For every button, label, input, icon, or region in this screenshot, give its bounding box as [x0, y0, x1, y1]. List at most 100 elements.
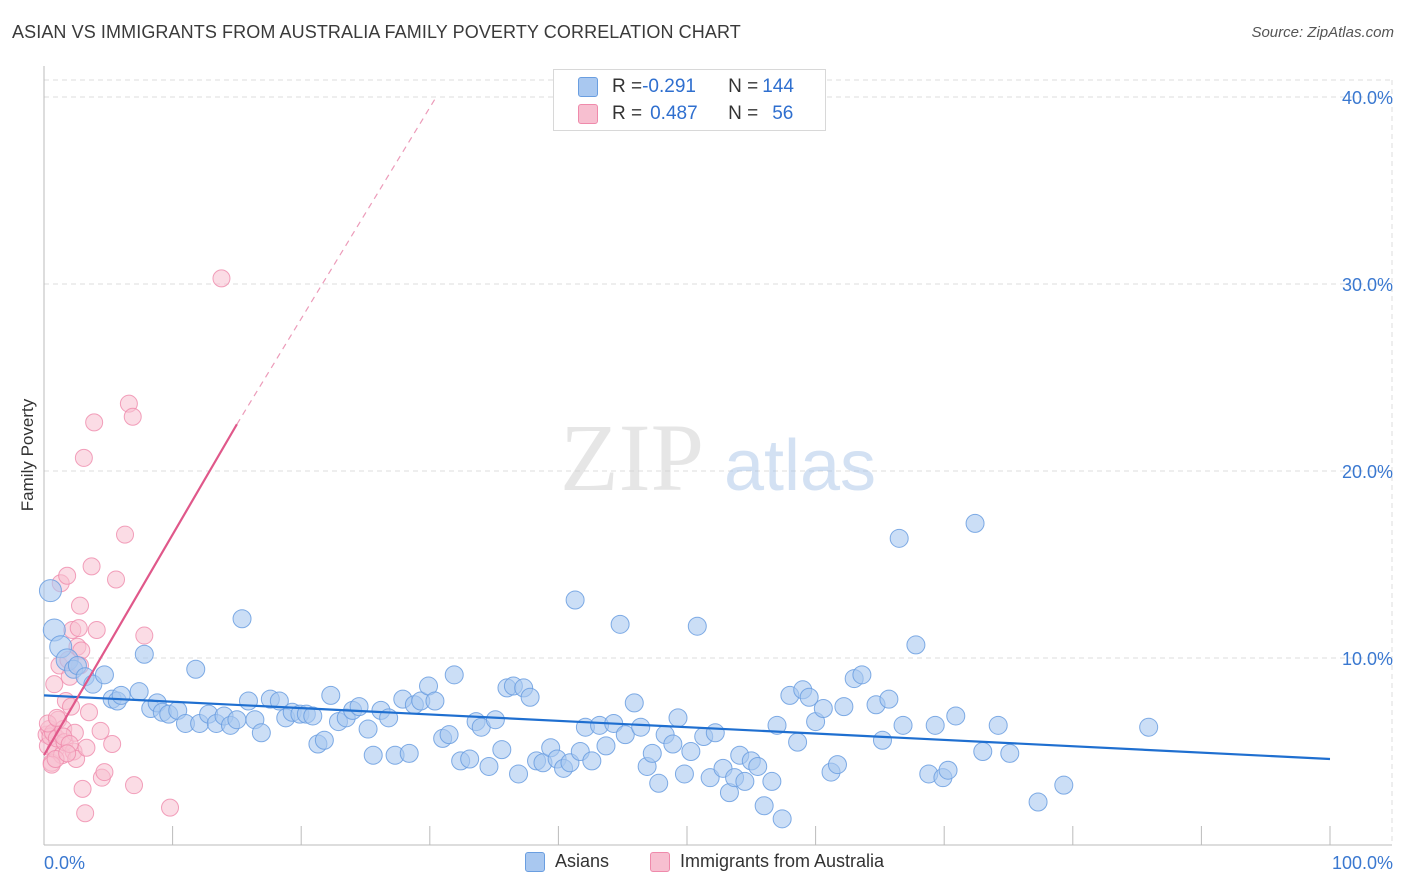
asian-point — [649, 773, 669, 793]
bottom-legend-australia: Immigrants from Australia — [650, 851, 884, 872]
asian-point — [460, 749, 480, 769]
asian-point — [582, 751, 602, 771]
watermark-atlas: atlas — [724, 426, 876, 506]
asian-point — [754, 796, 774, 816]
legend-n-label: N = — [728, 76, 759, 97]
asian-point — [492, 740, 512, 760]
australia-point — [69, 619, 88, 638]
australia-point — [161, 798, 180, 817]
asian-point — [615, 725, 635, 745]
australia-point — [212, 269, 231, 288]
australia-point — [95, 763, 114, 782]
asian-point — [631, 717, 651, 737]
asian-point — [748, 756, 768, 776]
australia-point — [76, 804, 95, 823]
asian-point — [269, 691, 289, 711]
australia-point — [82, 557, 101, 576]
australia-point — [103, 735, 122, 754]
legend-n-value-australia: 56 — [772, 103, 794, 124]
asian-point — [444, 665, 464, 685]
asian-point — [663, 734, 683, 754]
legend: R = -0.291 N = 144 R = 0.487 N = 56 — [553, 69, 826, 131]
asian-point — [238, 691, 258, 711]
legend-swatch-asian — [578, 77, 598, 97]
australia-point — [87, 620, 106, 639]
asian-point — [767, 715, 787, 735]
chart-title: ASIAN VS IMMIGRANTS FROM AUSTRALIA FAMIL… — [12, 22, 741, 42]
asian-point — [596, 736, 616, 756]
asian-point — [303, 706, 323, 726]
asian-point — [439, 725, 459, 745]
asian-point — [610, 614, 630, 634]
asian-point — [852, 665, 872, 685]
asian-point — [186, 659, 206, 679]
australia-point — [58, 566, 77, 585]
asian-point — [94, 665, 114, 685]
asian-point — [38, 579, 62, 603]
asian-point — [925, 715, 945, 735]
asian-point — [988, 715, 1008, 735]
asian-point — [1028, 792, 1048, 812]
asian-point — [1000, 743, 1020, 763]
asian-point — [363, 745, 383, 765]
asian-point — [251, 723, 271, 743]
asian-point — [687, 616, 707, 636]
gridlines — [44, 79, 1393, 845]
asian-point — [772, 809, 792, 829]
australia-point — [123, 407, 142, 426]
x-tick-label: 0.0% — [44, 853, 85, 873]
asian-point — [134, 644, 154, 664]
asian-point — [965, 513, 985, 533]
y-tick-label: 20.0% — [1342, 462, 1393, 482]
asian-point — [1139, 717, 1159, 737]
asian-point — [485, 710, 505, 730]
asian-point — [674, 764, 694, 784]
asian-point — [879, 689, 899, 709]
legend-r-label: R = — [612, 103, 643, 124]
asian-point — [834, 697, 854, 717]
bottom-legend-label-australia: Immigrants from Australia — [680, 851, 885, 871]
asian-point — [314, 730, 334, 750]
source-label: Source: ZipAtlas.com — [1251, 24, 1394, 41]
asian-point — [565, 590, 585, 610]
australia-point — [116, 525, 135, 544]
asian-point — [700, 768, 720, 788]
bottom-swatch-asian — [525, 851, 545, 872]
asian-point — [813, 698, 833, 718]
trend-lines — [43, 96, 1331, 761]
asian-point — [788, 732, 808, 752]
bottom-swatch-australia — [650, 851, 670, 872]
axes — [43, 66, 1392, 846]
australia-point — [107, 570, 126, 589]
asian-point — [893, 715, 913, 735]
asian-point — [938, 760, 958, 780]
x-tick-label: 100.0% — [1332, 853, 1393, 873]
australia-point — [91, 721, 110, 740]
asian-point — [624, 693, 644, 713]
australia-trend-extension — [236, 96, 437, 425]
y-tick-label: 10.0% — [1342, 649, 1393, 669]
asian-points — [38, 513, 1159, 829]
asian-point — [681, 742, 701, 761]
asian-trend-line — [43, 694, 1331, 761]
australia-point — [71, 596, 90, 615]
legend-n-label: N = — [728, 103, 759, 124]
australia-point — [125, 776, 144, 795]
australia-trend-line — [43, 423, 238, 756]
asian-point — [872, 730, 892, 750]
asian-point — [906, 635, 926, 655]
asian-point — [1054, 775, 1074, 795]
asian-point — [827, 755, 847, 775]
watermark: ZIP atlas — [560, 404, 876, 511]
australia-point — [85, 413, 104, 432]
asian-point — [425, 691, 445, 711]
asian-point — [321, 685, 341, 705]
asian-point — [358, 719, 378, 739]
asian-point — [129, 682, 149, 702]
asian-point — [668, 708, 688, 728]
legend-row-asian: R = -0.291 N = 144 — [578, 74, 794, 100]
australia-point — [45, 675, 64, 694]
legend-n-value-asian: 144 — [762, 76, 794, 97]
watermark-zip: ZIP — [560, 404, 704, 511]
asian-point — [705, 723, 725, 743]
